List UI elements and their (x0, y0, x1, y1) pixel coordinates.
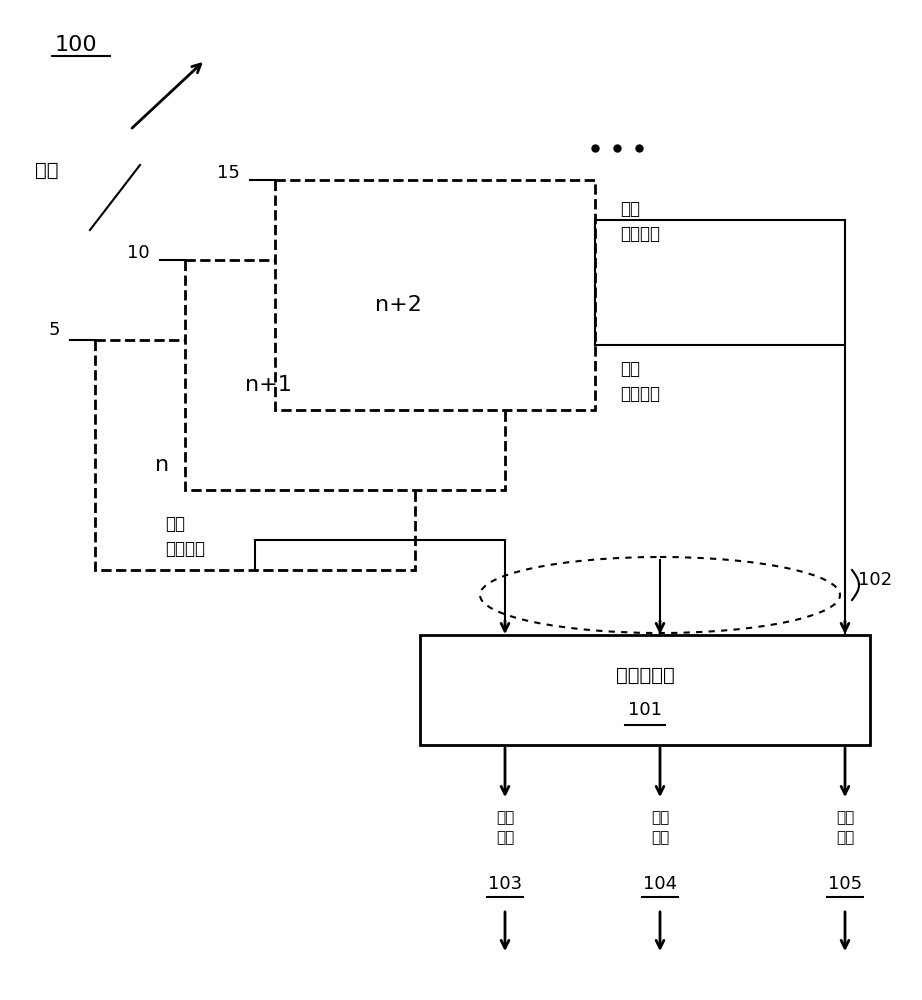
Text: 视频
数据输入: 视频 数据输入 (165, 515, 205, 558)
Text: n: n (155, 455, 169, 475)
Text: 编码
的流: 编码 的流 (836, 810, 854, 845)
Text: 5: 5 (49, 321, 60, 339)
Text: 103: 103 (488, 875, 522, 893)
Text: 102: 102 (858, 571, 892, 589)
Bar (95, 340, 415, 570)
Text: n+2: n+2 (375, 295, 422, 315)
Text: 15: 15 (217, 164, 240, 182)
Text: 104: 104 (643, 875, 677, 893)
Text: 105: 105 (828, 875, 862, 893)
Bar (275, 180, 595, 410)
Text: n+1: n+1 (245, 375, 292, 395)
Bar (420, 635, 870, 745)
Text: 并行编码器: 并行编码器 (616, 666, 674, 684)
Text: 视频
数据输入: 视频 数据输入 (620, 200, 660, 243)
Bar (185, 260, 505, 490)
Text: 编码
的流: 编码 的流 (496, 810, 514, 845)
Text: 101: 101 (628, 701, 662, 719)
Text: 视频
数据输入: 视频 数据输入 (620, 360, 660, 403)
Text: 10: 10 (127, 244, 150, 262)
Text: 时间: 时间 (35, 160, 58, 180)
Text: 编码
的流: 编码 的流 (651, 810, 669, 845)
Text: 100: 100 (55, 35, 98, 55)
